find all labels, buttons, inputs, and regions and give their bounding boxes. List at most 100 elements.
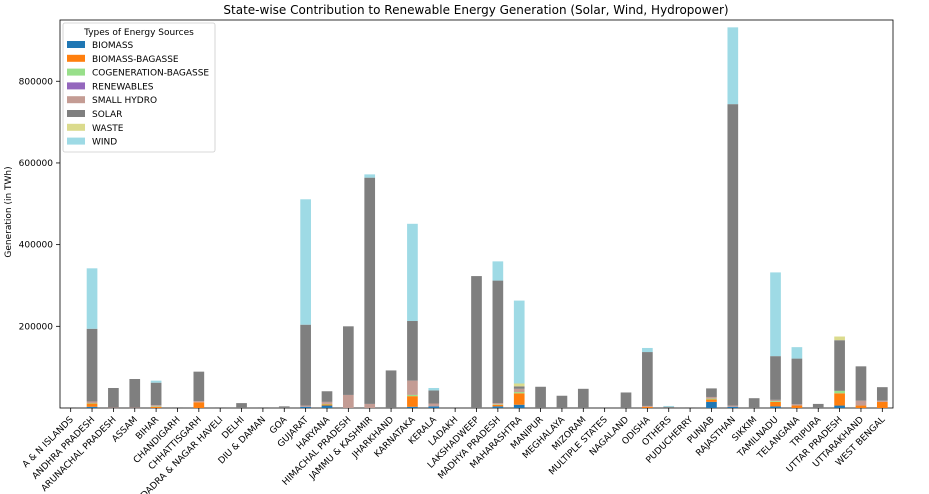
- bar-segment: [513, 393, 525, 405]
- bar-segment: [706, 398, 717, 400]
- legend-swatch: [67, 96, 85, 104]
- bar-segment: [86, 403, 98, 404]
- bar-segment: [471, 276, 482, 408]
- bars-layer: [65, 27, 888, 409]
- bar-segment: [300, 324, 311, 406]
- bar-segment: [364, 403, 376, 408]
- bar-segment: [65, 407, 77, 408]
- bar-segment: [343, 394, 354, 408]
- bar-segment: [492, 404, 504, 405]
- bar-segment: [855, 405, 867, 408]
- bar-segment: [321, 405, 333, 408]
- bar-segment: [407, 406, 418, 408]
- bar-segment: [770, 406, 781, 408]
- bar-segment: [321, 403, 333, 405]
- bar-segment: [321, 391, 333, 402]
- bar-segment: [770, 401, 781, 402]
- bar-segment: [129, 379, 141, 408]
- bar-segment: [642, 405, 653, 407]
- bar-segment: [834, 340, 845, 391]
- bar-segment: [876, 387, 888, 401]
- bar-segment: [556, 395, 568, 408]
- legend-label: COGENERATION-BAGASSE: [92, 69, 209, 79]
- bar-segment: [620, 392, 632, 408]
- bar-segment: [513, 386, 525, 389]
- legend-label: RENEWABLES: [92, 82, 154, 92]
- bar-segment: [150, 406, 162, 407]
- legend-label: BIOMASS-BAGASSE: [92, 55, 179, 65]
- bar-segment: [770, 356, 781, 400]
- bar-segment: [428, 387, 440, 391]
- bar-segment: [513, 383, 525, 387]
- bar-segment: [727, 104, 739, 406]
- bar-segment: [812, 403, 824, 408]
- bar-segment: [150, 380, 162, 383]
- bar-segment: [791, 358, 803, 405]
- bar-segment: [492, 261, 504, 281]
- bar-segment: [86, 403, 98, 407]
- bar-segment: [150, 382, 162, 406]
- legend-items: BIOMASS BIOMASS-BAGASSE COGENERATION-BAGAS…: [67, 41, 209, 148]
- legend-swatch: [67, 110, 85, 117]
- legend-swatch: [67, 54, 85, 62]
- legend-label: SMALL HYDRO: [92, 96, 157, 106]
- bar-segment: [193, 402, 205, 408]
- bar-segment: [513, 300, 525, 384]
- bar-segment: [86, 401, 98, 404]
- bar-segment: [86, 328, 98, 402]
- bar-segment: [428, 406, 440, 408]
- bar-segment: [513, 392, 525, 394]
- y-axis-label: Generation (in TWh): [4, 166, 14, 257]
- bar-segment: [770, 401, 781, 407]
- bar-segment: [706, 399, 717, 402]
- bar-segment: [492, 404, 504, 407]
- bar-segment: [834, 405, 845, 408]
- bar-segment: [300, 406, 311, 408]
- bar-segment: [663, 406, 675, 408]
- bar-segment: [86, 406, 98, 408]
- legend: Types of Energy Sources BIOMASS BIOMASS-B…: [62, 22, 216, 153]
- bar-segment: [300, 199, 311, 325]
- bar-segment: [407, 321, 418, 381]
- bar-segment: [642, 347, 653, 353]
- bar-segment: [172, 407, 183, 408]
- bar-segment: [748, 398, 760, 408]
- bar-segment: [535, 386, 546, 408]
- bar-segment: [108, 407, 119, 409]
- legend-label: SOLAR: [92, 110, 122, 120]
- bar-segment: [214, 407, 226, 408]
- legend-title: Types of Energy Sources: [83, 28, 194, 38]
- bar-segment: [492, 406, 504, 408]
- y-axis: 200000 400000 600000 800000: [19, 77, 60, 332]
- legend-box: [62, 22, 216, 153]
- bar-segment: [321, 404, 333, 406]
- bar-segment: [278, 406, 290, 408]
- bar-segment: [706, 396, 717, 399]
- bar-segment: [193, 371, 205, 402]
- bar-segment: [791, 404, 803, 406]
- bar-segment: [727, 27, 739, 105]
- bar-segment: [855, 366, 867, 401]
- bar-segment: [364, 177, 376, 404]
- bar-segment: [257, 407, 269, 408]
- bar-segment: [791, 347, 803, 359]
- bar-segment: [492, 280, 504, 404]
- y-tick-label: 400000: [19, 241, 54, 251]
- legend-swatch: [67, 68, 85, 76]
- bar-segment: [300, 405, 311, 407]
- legend-swatch: [67, 41, 85, 48]
- bar-segment: [129, 407, 141, 409]
- y-tick-label: 200000: [19, 322, 54, 332]
- bar-segment: [684, 407, 696, 408]
- bar-segment: [706, 388, 717, 397]
- bar-segment: [727, 405, 739, 407]
- legend-swatch: [67, 82, 85, 90]
- bar-segment: [791, 405, 803, 408]
- bar-segment: [150, 405, 162, 407]
- bar-segment: [876, 401, 888, 408]
- bar-segment: [727, 406, 739, 408]
- bar-segment: [770, 399, 781, 402]
- bar-segment: [855, 400, 867, 406]
